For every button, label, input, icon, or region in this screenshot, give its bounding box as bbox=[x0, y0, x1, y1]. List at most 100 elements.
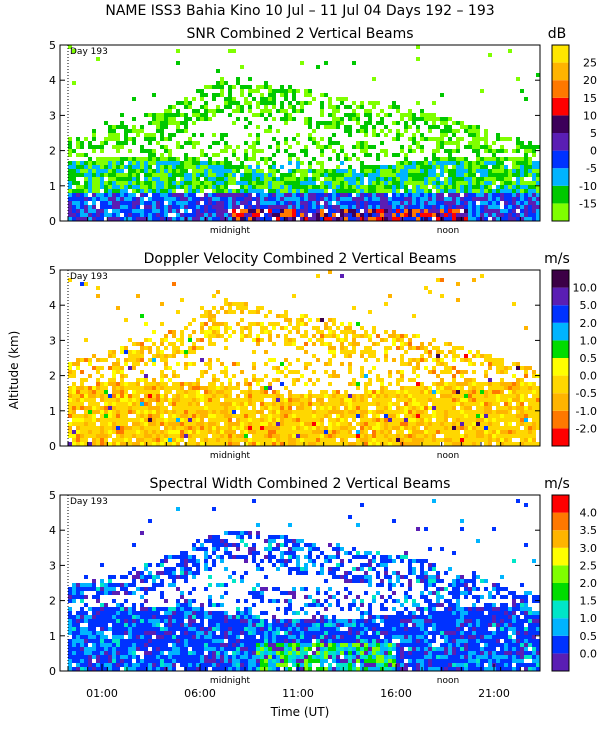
heatmap-cell bbox=[300, 406, 304, 410]
heatmap-cell bbox=[168, 189, 172, 193]
heatmap-cell bbox=[476, 350, 480, 354]
heatmap-cell bbox=[180, 398, 184, 402]
heatmap-cell bbox=[500, 394, 504, 398]
heatmap-cell bbox=[460, 414, 464, 418]
heatmap-cell bbox=[156, 113, 160, 117]
heatmap-cell bbox=[436, 410, 440, 414]
heatmap-cell bbox=[332, 422, 336, 426]
heatmap-cell bbox=[528, 205, 532, 209]
heatmap-cell bbox=[128, 338, 132, 342]
heatmap-cell bbox=[396, 137, 400, 141]
heatmap-cell bbox=[112, 366, 116, 370]
heatmap-cell bbox=[120, 157, 124, 161]
heatmap-cell bbox=[528, 438, 532, 442]
heatmap-cell bbox=[492, 430, 496, 434]
heatmap-cell bbox=[252, 145, 256, 149]
heatmap-cell bbox=[480, 89, 484, 93]
heatmap-cell bbox=[188, 173, 192, 177]
heatmap-cell bbox=[68, 185, 72, 189]
heatmap-cell bbox=[432, 173, 436, 177]
heatmap-cell bbox=[444, 217, 448, 221]
heatmap-cell bbox=[204, 193, 208, 197]
heatmap-cell bbox=[232, 197, 236, 201]
heatmap-cell bbox=[532, 189, 536, 193]
heatmap-cell bbox=[92, 165, 96, 169]
heatmap-cell bbox=[80, 394, 84, 398]
heatmap-cell bbox=[160, 117, 164, 121]
heatmap-cell bbox=[500, 169, 504, 173]
heatmap-cell bbox=[92, 414, 96, 418]
heatmap-cell bbox=[404, 165, 408, 169]
heatmap-cell bbox=[440, 209, 444, 213]
heatmap-cell bbox=[272, 209, 276, 213]
heatmap-cell bbox=[228, 173, 232, 177]
heatmap-cell bbox=[432, 121, 436, 125]
heatmap-cell bbox=[504, 366, 508, 370]
heatmap-cell bbox=[416, 374, 420, 378]
heatmap-cell bbox=[96, 189, 100, 193]
heatmap-cell bbox=[116, 209, 120, 213]
heatmap-cell bbox=[456, 298, 460, 302]
heatmap-cell bbox=[532, 374, 536, 378]
heatmap-cell bbox=[200, 426, 204, 430]
heatmap-cell bbox=[140, 189, 144, 193]
heatmap-cell bbox=[100, 394, 104, 398]
heatmap-cell bbox=[188, 442, 192, 446]
heatmap-cell bbox=[212, 402, 216, 406]
heatmap-cell bbox=[340, 330, 344, 334]
heatmap-cell bbox=[156, 398, 160, 402]
heatmap-cell bbox=[424, 177, 428, 181]
heatmap-cell bbox=[136, 390, 140, 394]
heatmap-cell bbox=[532, 149, 536, 153]
heatmap-cell bbox=[340, 193, 344, 197]
heatmap-cell bbox=[380, 201, 384, 205]
heatmap-cell bbox=[220, 165, 224, 169]
heatmap-cell bbox=[480, 382, 484, 386]
heatmap-cell bbox=[284, 89, 288, 93]
heatmap-cell bbox=[144, 165, 148, 169]
heatmap-cell bbox=[308, 125, 312, 129]
heatmap-cell bbox=[372, 398, 376, 402]
heatmap-cell bbox=[360, 169, 364, 173]
heatmap-cell bbox=[432, 410, 436, 414]
heatmap-cell bbox=[492, 193, 496, 197]
heatmap-cell bbox=[320, 342, 324, 346]
heatmap-cell bbox=[404, 390, 408, 394]
heatmap-cell bbox=[188, 434, 192, 438]
heatmap-cell bbox=[264, 101, 268, 105]
heatmap-cell bbox=[432, 398, 436, 402]
heatmap-cell bbox=[324, 402, 328, 406]
heatmap-cell bbox=[340, 173, 344, 177]
heatmap-cell bbox=[268, 217, 272, 221]
heatmap-cell bbox=[288, 117, 292, 121]
heatmap-cell bbox=[84, 627, 88, 631]
heatmap-cell bbox=[404, 197, 408, 201]
heatmap-cell bbox=[292, 326, 296, 330]
heatmap-cell bbox=[268, 442, 272, 446]
heatmap-cell bbox=[388, 430, 392, 434]
heatmap-cell bbox=[248, 217, 252, 221]
heatmap-cell bbox=[172, 394, 176, 398]
heatmap-cell bbox=[520, 217, 524, 221]
heatmap-cell bbox=[268, 414, 272, 418]
heatmap-cell bbox=[224, 442, 228, 446]
heatmap-cell bbox=[204, 414, 208, 418]
heatmap-cell bbox=[532, 442, 536, 446]
heatmap-cell bbox=[484, 141, 488, 145]
heatmap-cell bbox=[420, 185, 424, 189]
heatmap-cell bbox=[104, 438, 108, 442]
heatmap-cell bbox=[324, 201, 328, 205]
heatmap-cell bbox=[184, 402, 188, 406]
heatmap-cell bbox=[472, 438, 476, 442]
heatmap-cell bbox=[468, 394, 472, 398]
heatmap-cell bbox=[92, 418, 96, 422]
heatmap-cell bbox=[492, 209, 496, 213]
heatmap-cell bbox=[480, 434, 484, 438]
heatmap-cell bbox=[224, 177, 228, 181]
heatmap-cell bbox=[328, 358, 332, 362]
heatmap-cell bbox=[352, 334, 356, 338]
heatmap-cell bbox=[284, 109, 288, 113]
heatmap-cell bbox=[476, 410, 480, 414]
heatmap-cell bbox=[80, 193, 84, 197]
heatmap-cell bbox=[256, 193, 260, 197]
